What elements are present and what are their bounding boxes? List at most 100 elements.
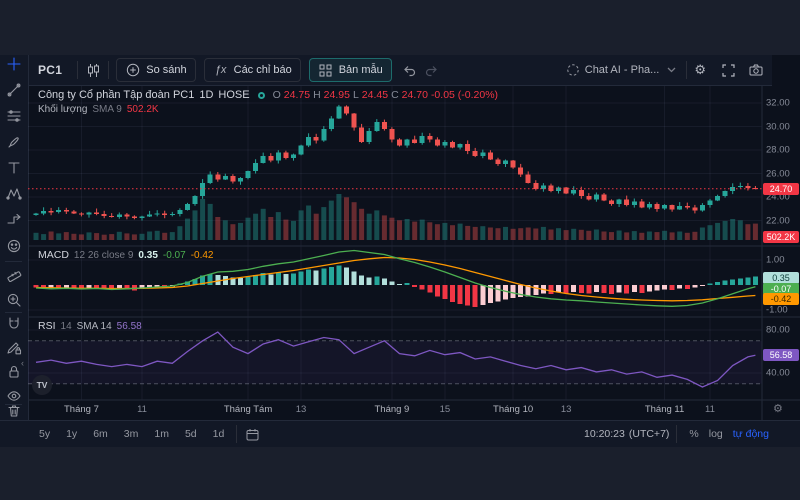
text-icon[interactable] <box>0 157 27 179</box>
volume-legend: Khối lượng SMA 9 502.2K <box>38 104 159 115</box>
axis-settings-gear-icon[interactable]: ⚙ <box>773 402 783 415</box>
time-tick-label: Tháng 9 <box>374 404 410 415</box>
ohlc-values: O 24.75 H 24.95 L 24.45 C 24.70 -0.05 (-0.20… <box>272 89 499 101</box>
lock-all-icon[interactable] <box>0 361 27 383</box>
time-tick-label: 13 <box>295 404 307 415</box>
bottom-toolbar: 5y 1y 6m 3m 1m 5d 1d 10:20:23 (UTC+7) % log tự… <box>0 420 800 447</box>
macd-tick-label: 1.00 <box>766 254 785 266</box>
price-tick-label: 22.00 <box>766 215 790 226</box>
volume-sma-label: SMA 9 <box>92 104 122 115</box>
time-tick-label: 11 <box>705 404 715 415</box>
rsi-tick-label: 80.00 <box>766 324 790 336</box>
macd-signal-badge: -0.42 <box>763 293 799 305</box>
macd-hist-value: 0.35 <box>138 249 158 261</box>
drawing-toolbar <box>0 55 29 421</box>
divider <box>236 425 238 443</box>
undo-icon[interactable] <box>402 62 418 78</box>
macd-tick-label: -1.00 <box>766 304 788 316</box>
edit-lock-icon[interactable] <box>0 337 27 359</box>
plus-circle-icon <box>125 62 141 78</box>
price-tick-label: 24.00 <box>766 191 790 203</box>
macd-legend: MACD 12 26 close 9 0.35 -0.07 -0.42 <box>38 249 213 261</box>
change-value: -0.05 (-0.20%) <box>430 89 499 101</box>
time-tick-label: 15 <box>439 404 451 415</box>
range-button-1d[interactable]: 1d <box>212 428 225 440</box>
zoom-in-icon[interactable] <box>0 289 27 311</box>
settings-gear-icon[interactable]: ⚙ <box>694 62 706 78</box>
range-button-1y[interactable]: 1y <box>66 428 78 440</box>
rsi-label: RSI <box>38 320 56 332</box>
range-button-5y[interactable]: 5y <box>39 428 51 440</box>
emoji-icon[interactable] <box>0 235 27 257</box>
divider <box>676 425 678 443</box>
price-tick-label: 32.00 <box>766 97 790 109</box>
templates-button[interactable]: Bản mẫu <box>308 58 392 82</box>
volume-value-badge: 502.2K <box>763 231 799 243</box>
interval-label[interactable]: 1D <box>199 89 214 101</box>
time-tick-label: Tháng Tám <box>223 404 273 415</box>
grid-icon <box>318 62 334 78</box>
time-tick-label: Tháng 7 <box>64 404 99 415</box>
time-tick-label: Tháng 11 <box>644 404 685 415</box>
time-tick-label: 11 <box>137 404 147 415</box>
price-tick-label: 28.00 <box>766 144 790 156</box>
clock[interactable]: 10:20:23 <box>583 428 625 440</box>
range-button-1m[interactable]: 1m <box>154 428 169 440</box>
go-to-date-icon[interactable] <box>244 426 260 442</box>
redo-icon[interactable] <box>424 62 440 78</box>
trend-line-icon[interactable] <box>0 79 27 101</box>
macd-hist-badge: 0.35 <box>763 272 799 284</box>
macd-line-badge: -0.07 <box>763 282 799 295</box>
compare-button[interactable]: So sánh <box>116 58 196 82</box>
chat-ai-spinner-icon <box>565 62 581 78</box>
toolbar-separator <box>5 261 22 262</box>
symbol-button[interactable]: PC1 <box>38 63 63 77</box>
range-button-6m[interactable]: 6m <box>93 428 108 440</box>
divider <box>108 61 110 79</box>
rsi-legend: RSI 14 SMA 14 56.58 <box>38 320 142 332</box>
rsi-tick-label: 40.00 <box>766 367 790 379</box>
toolbar-separator <box>5 312 22 313</box>
tradingview-logo[interactable]: TV <box>32 375 52 395</box>
rsi-sma-label: SMA 14 <box>76 320 112 332</box>
fx-icon: ƒx <box>214 64 227 76</box>
macd-signal-value: -0.42 <box>190 249 214 261</box>
market-status-dot <box>257 91 265 99</box>
hide-all-icon[interactable] <box>0 385 27 407</box>
range-buttons: 5y 1y 6m 3m 1m 5d 1d <box>34 426 229 442</box>
delete-icon[interactable] <box>0 400 27 422</box>
collapse-toolbar-chevron[interactable]: ‹ <box>21 358 24 368</box>
log-scale-button[interactable]: log <box>708 428 723 440</box>
chevron-down-icon[interactable] <box>663 62 679 78</box>
indicators-button[interactable]: ƒx Các chỉ báo <box>203 58 301 82</box>
divider <box>77 61 79 79</box>
chart-type-candles-icon[interactable] <box>85 62 101 78</box>
symbol-title: Công ty Cổ phần Tập đoàn PC1 <box>38 89 195 101</box>
crosshair-icon[interactable] <box>0 53 27 75</box>
macd-params: 12 26 close 9 <box>73 249 134 261</box>
brush-icon[interactable] <box>0 131 27 153</box>
chat-ai-button[interactable]: Chat AI - Pha... <box>584 64 660 76</box>
fullscreen-icon[interactable] <box>720 62 736 78</box>
macd-line-value: -0.07 <box>162 249 186 261</box>
forecast-icon[interactable] <box>0 209 27 231</box>
indicators-label: Các chỉ báo <box>233 64 292 76</box>
magnet-icon[interactable] <box>0 313 27 335</box>
fib-retracement-icon[interactable] <box>0 105 27 127</box>
templates-label: Bản mẫu <box>338 64 383 76</box>
price-tick-label: 30.00 <box>766 121 790 132</box>
range-button-3m[interactable]: 3m <box>123 428 139 440</box>
percent-scale-button[interactable]: % <box>689 428 699 440</box>
range-button-5d[interactable]: 5d <box>184 428 197 440</box>
auto-scale-button[interactable]: tự động <box>732 428 769 440</box>
price-tick-label: 26.00 <box>766 168 790 179</box>
divider <box>686 61 688 79</box>
exchange-label: HOSE <box>218 89 250 101</box>
rsi-value-badge: 56.58 <box>763 349 799 362</box>
ruler-icon[interactable] <box>0 263 27 285</box>
camera-icon[interactable] <box>748 62 764 78</box>
timezone-label[interactable]: (UTC+7) <box>628 428 670 440</box>
price-pane-legend: Công ty Cổ phần Tập đoàn PC1 1D HOSE O 24… <box>38 89 498 101</box>
xabcd-pattern-icon[interactable] <box>0 183 27 205</box>
